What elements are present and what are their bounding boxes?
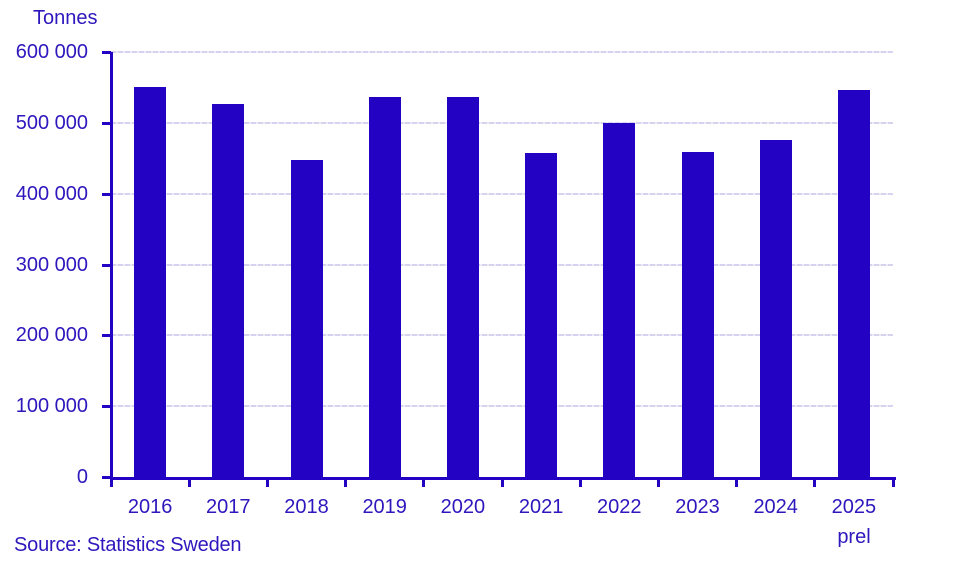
x-label-prel-suffix: prel [837, 526, 871, 548]
gridline-400000 [111, 192, 893, 195]
y-tick-label-1: 100 000 [15, 395, 88, 418]
y-axis-tick-1 [102, 405, 111, 409]
y-tick-label-0: 0 [76, 466, 88, 488]
y-axis-tick-4 [102, 192, 111, 196]
bar-2016 [134, 87, 167, 477]
x-tick-label-2018: 2018 [284, 496, 329, 518]
y-tick-label-4: 400 000 [15, 182, 88, 205]
x-axis-tick-10 [891, 478, 895, 487]
x-axis-tick-6 [578, 478, 582, 487]
gridline-200000 [111, 334, 893, 337]
y-axis-tick-3 [102, 263, 111, 267]
y-axis-tick-2 [102, 334, 111, 338]
y-axis-line [110, 52, 113, 480]
x-tick-label-2025: 2025 [831, 496, 877, 518]
x-tick-label-2020: 2020 [440, 496, 486, 518]
y-tick-label-3: 300 000 [15, 253, 88, 276]
gridline-500000 [111, 121, 893, 124]
x-tick-label-2023: 2023 [675, 496, 720, 518]
y-tick-label-6: 600 000 [15, 41, 88, 63]
bar-2017 [212, 103, 245, 477]
source-note: Source: Statistics Sweden [14, 534, 242, 556]
y-axis-tick-6 [102, 51, 111, 54]
x-axis-tick-8 [735, 478, 739, 487]
x-axis-tick-0 [109, 478, 113, 487]
x-axis-tick-1 [187, 478, 191, 487]
gridline-300000 [111, 263, 893, 266]
x-tick-label-2022: 2022 [597, 496, 642, 518]
gridline-100000 [111, 405, 893, 408]
x-axis-tick-7 [656, 478, 660, 487]
bar-2024 [759, 139, 792, 477]
x-axis-tick-4 [422, 478, 426, 487]
x-axis-tick-3 [344, 478, 348, 487]
x-tick-label-2016: 2016 [127, 496, 173, 518]
y-axis-unit-label: Tonnes [33, 7, 98, 29]
bar-2018 [290, 159, 323, 477]
x-tick-label-2021: 2021 [518, 496, 564, 518]
x-tick-label-2017: 2017 [206, 496, 251, 518]
bar-2019 [368, 97, 401, 477]
y-axis-tick-0 [102, 476, 111, 479]
bar-2023 [681, 151, 714, 477]
y-axis-tick-5 [102, 121, 111, 125]
x-axis-tick-9 [813, 478, 817, 487]
y-tick-label-5: 500 000 [15, 111, 88, 134]
y-tick-label-2: 200 000 [15, 324, 88, 347]
x-tick-label-2024: 2024 [753, 496, 798, 518]
bar-2020 [446, 97, 479, 477]
gridline-600000 [111, 51, 893, 53]
bar-2025 [837, 90, 870, 477]
x-axis-tick-5 [500, 478, 504, 487]
x-tick-label-2019: 2019 [362, 496, 407, 518]
bar-2022 [603, 122, 636, 477]
x-axis-tick-2 [265, 478, 269, 487]
bar-2021 [525, 153, 558, 477]
